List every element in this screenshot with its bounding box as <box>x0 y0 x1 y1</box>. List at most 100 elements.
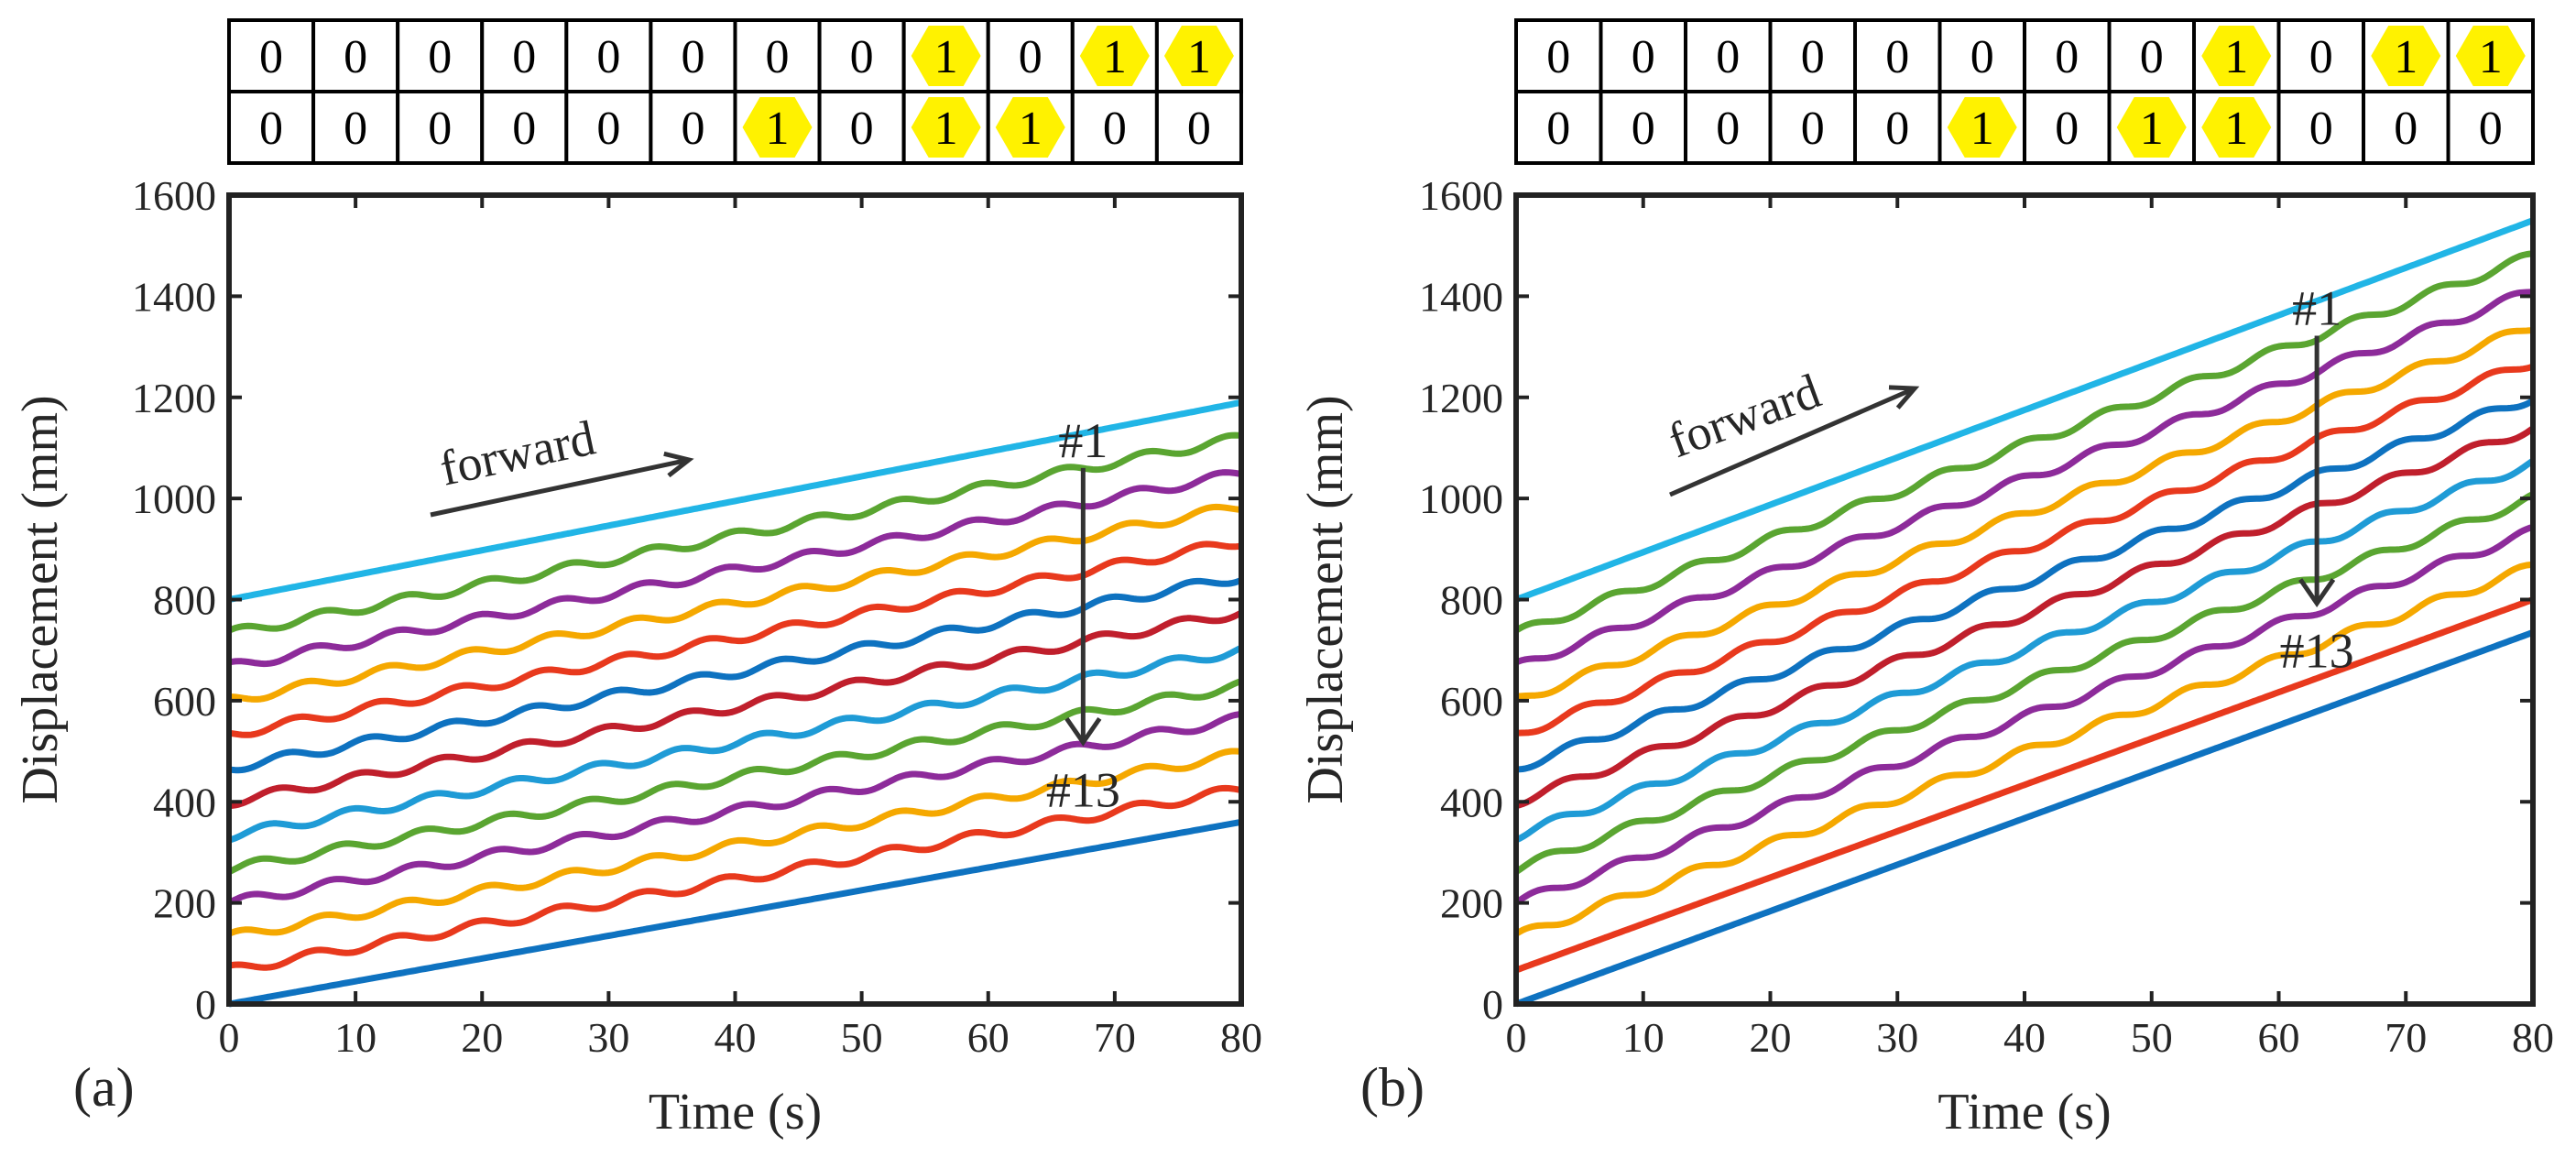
pattern-cell-value: 0 <box>1885 31 1909 83</box>
series-line-5 <box>1515 363 2535 737</box>
series-line-8 <box>228 644 1243 844</box>
pattern-cell-value: 0 <box>2055 103 2079 155</box>
pattern-cell: 0 <box>1853 90 1942 165</box>
x-tick-label: 30 <box>587 1014 629 1061</box>
y-tick-label: 200 <box>153 880 216 927</box>
pattern-cell: 0 <box>227 18 316 93</box>
forward-arrow <box>430 451 694 518</box>
pattern-cell-value: 0 <box>850 31 874 83</box>
pattern-cell: 1 <box>2107 90 2196 165</box>
series-line-4 <box>1515 326 2534 701</box>
pattern-cell-value: 0 <box>1885 103 1909 155</box>
pattern-cell-value: 0 <box>1187 103 1211 155</box>
series-line-6 <box>1515 398 2535 773</box>
pattern-cell-value: 0 <box>1546 103 1570 155</box>
pattern-cell-value: 1 <box>2479 31 2503 83</box>
pattern-cell-value: 0 <box>2055 31 2079 83</box>
pattern-cell: 1 <box>2362 18 2450 93</box>
pattern-cell: 0 <box>1514 90 1603 165</box>
series-line-2 <box>1514 250 2534 634</box>
x-tick-label: 80 <box>2512 1014 2554 1061</box>
axis-ticks <box>1514 193 2535 1006</box>
series-line-4 <box>229 503 1242 703</box>
hexagon-marker <box>1947 97 2017 158</box>
y-tick-label: 1600 <box>132 172 216 219</box>
pattern-cell: 0 <box>649 18 737 93</box>
x-tick-label: 40 <box>2003 1014 2046 1061</box>
pattern-cell: 0 <box>649 90 737 165</box>
x-tick-label: 80 <box>1220 1014 1262 1061</box>
pattern-cell: 0 <box>2362 90 2450 165</box>
pattern-table: 0 0 0 0 0 0 0 0 1 0 1 1 0 0 0 0 0 0 1 0 1 1 0 0 <box>227 18 1243 165</box>
pattern-cell: 0 <box>2107 18 2196 93</box>
y-tick-label: 1000 <box>132 475 216 522</box>
pattern-cell: 1 <box>986 90 1075 165</box>
y-tick-label: 600 <box>153 678 216 725</box>
pattern-cell-value: 1 <box>2224 103 2248 155</box>
pattern-cell-value: 0 <box>344 103 367 155</box>
pattern-cell: 0 <box>1937 18 2026 93</box>
pattern-cell: 0 <box>1514 18 1603 93</box>
series-line-11 <box>227 748 1242 937</box>
pattern-cell: 0 <box>817 90 906 165</box>
pattern-cell: 0 <box>2023 18 2112 93</box>
y-tick-label: 400 <box>153 779 216 825</box>
pattern-cell-value: 0 <box>681 31 704 83</box>
pattern-cell: 0 <box>311 90 400 165</box>
series-line-10 <box>1514 524 2534 906</box>
plot-frame <box>226 192 1244 1007</box>
pattern-cell: 0 <box>396 90 485 165</box>
series-line-13 <box>1514 629 2535 1008</box>
pattern-cell-value: 0 <box>850 103 874 155</box>
y-tick-label: 800 <box>153 577 216 624</box>
pattern-cell: 0 <box>311 18 400 93</box>
series-lines <box>1514 217 2535 1008</box>
pattern-cell-value: 1 <box>1970 103 1994 155</box>
x-tick-label: 60 <box>2258 1014 2300 1061</box>
pattern-cell: 0 <box>1768 90 1857 165</box>
pattern-cell-value: 1 <box>934 31 958 83</box>
x-tick-label: 70 <box>2385 1014 2427 1061</box>
series-line-8 <box>1514 458 2535 844</box>
pattern-cell-value: 0 <box>596 103 620 155</box>
x-axis-title: Time (s) <box>649 1084 822 1141</box>
y-tick-label: 0 <box>1482 981 1503 1028</box>
order-arrow <box>2298 335 2336 607</box>
pattern-cell-value: 0 <box>2309 31 2333 83</box>
series-line-3 <box>228 469 1242 668</box>
pattern-cell: 0 <box>1853 18 1942 93</box>
pattern-cell: 1 <box>901 90 990 165</box>
panel-label: (b) <box>1360 1057 1424 1118</box>
pattern-cell: 0 <box>1768 18 1857 93</box>
pattern-cell: 1 <box>1937 90 2026 165</box>
y-tick-label: 800 <box>1440 577 1503 624</box>
hexagon-marker <box>2201 97 2272 158</box>
series-line-9 <box>1514 491 2535 875</box>
pattern-cell-value: 0 <box>512 103 536 155</box>
pattern-cell-value: 0 <box>2140 31 2164 83</box>
x-tick-label: 10 <box>334 1014 377 1061</box>
pattern-cell-value: 1 <box>766 103 790 155</box>
pattern-cell: 0 <box>1684 18 1773 93</box>
pattern-table: 0 0 0 0 0 0 0 0 1 0 1 1 0 0 0 0 0 1 0 1 1 0 0 0 <box>1514 18 2535 165</box>
y-tick-label: 1200 <box>1419 375 1503 421</box>
pattern-cell: 0 <box>1154 90 1243 165</box>
y-tick-label: 0 <box>195 981 216 1028</box>
x-tick-label: 20 <box>461 1014 503 1061</box>
pattern-cell-value: 1 <box>1103 31 1127 83</box>
pattern-cell-value: 0 <box>1716 31 1740 83</box>
series-line-1 <box>1514 217 2535 603</box>
y-tick-label: 1400 <box>132 273 216 320</box>
pattern-cell: 0 <box>817 18 906 93</box>
series-lines <box>227 398 1243 1008</box>
pattern-cell-value: 0 <box>2309 103 2333 155</box>
pattern-cell: 1 <box>901 18 990 93</box>
forward-arrow <box>1669 385 1920 497</box>
pattern-cell-value: 0 <box>1801 103 1825 155</box>
x-tick-labels: 0 10 20 30 40 50 60 70 80 <box>219 1014 1263 1061</box>
series-line-5 <box>228 540 1242 738</box>
y-tick-labels: 0 200 400 600 800 1000 1200 1400 1600 <box>1419 172 1503 1028</box>
pattern-cell-value: 0 <box>344 31 367 83</box>
pattern-cell: 0 <box>2446 90 2535 165</box>
hexagon-marker <box>2116 97 2187 158</box>
